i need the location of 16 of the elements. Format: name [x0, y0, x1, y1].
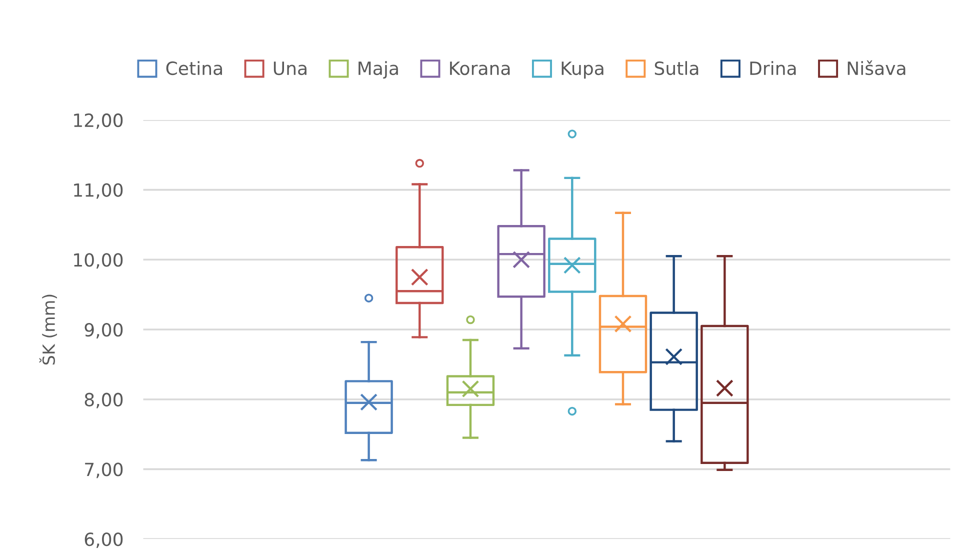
y-tick-label: 10,00 — [74, 253, 123, 269]
legend-label: Kupa — [562, 62, 604, 79]
legend-label: Nišava — [848, 60, 906, 76]
y-axis-title: ŠK (mm) — [39, 294, 57, 365]
legend-label: Korana — [450, 62, 510, 76]
legend-label: Sutla — [654, 61, 698, 76]
y-tick-label: 11,00 — [74, 183, 123, 199]
y-tick-label: 9,00 — [84, 322, 123, 338]
legend-label: Cetina — [166, 61, 222, 76]
y-tick-label: 6,00 — [84, 532, 123, 548]
legend-label: Maja — [358, 61, 398, 79]
y-tick-label: 8,00 — [84, 392, 123, 408]
legend-label: Drina — [750, 61, 796, 76]
y-tick-label: 7,00 — [85, 462, 123, 478]
y-tick-label: 12,00 — [74, 113, 123, 129]
legend-label: Una — [274, 62, 306, 76]
